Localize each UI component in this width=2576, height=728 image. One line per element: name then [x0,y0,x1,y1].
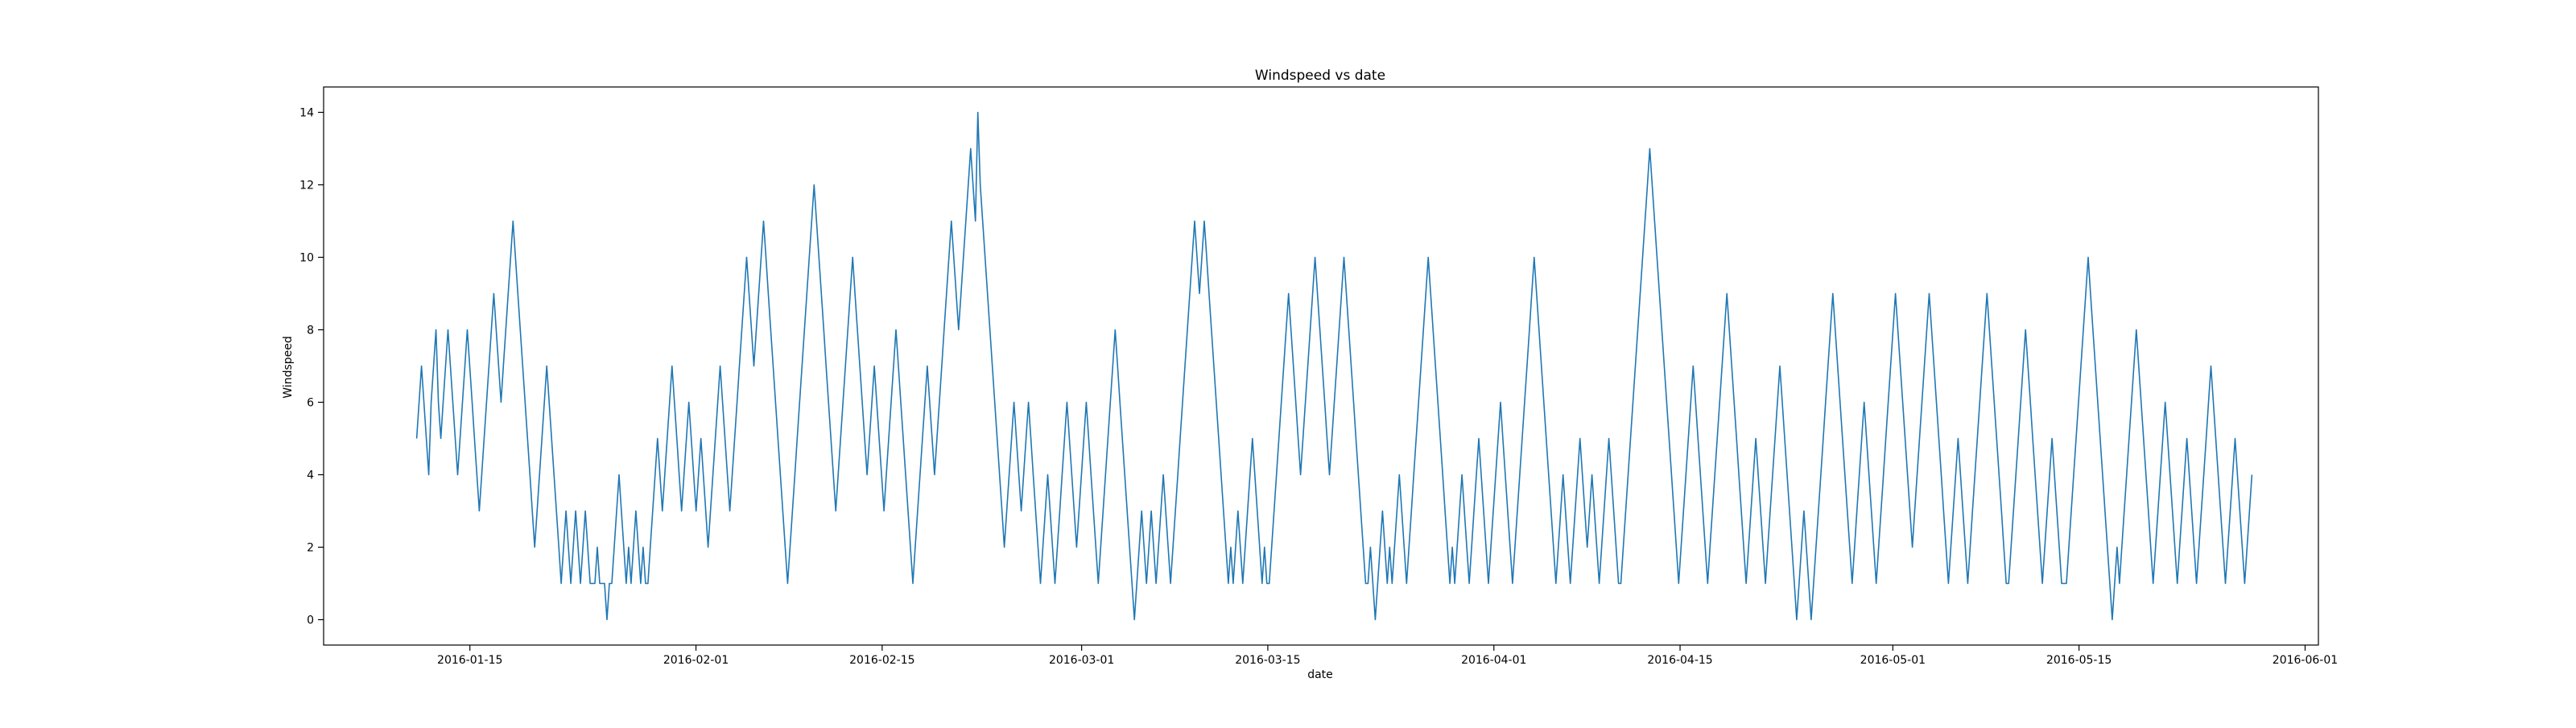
x-axis: 2016-01-15 2016-02-01 2016-02-15 2016-03-01… [437,645,2338,667]
plot-frame [323,86,2319,646]
chart-title: Windspeed vs date [1255,68,1385,84]
x-tick-label: 2016-06-01 [2273,654,2338,667]
x-tick-label: 2016-05-15 [2046,654,2112,667]
x-tick-label: 2016-04-15 [1647,654,1712,667]
windspeed-series-line [415,111,2253,621]
x-tick-label: 2016-05-01 [1860,654,1926,667]
x-tick-label: 2016-02-01 [663,654,729,667]
x-tick-label: 2016-03-15 [1235,654,1300,667]
y-tick-label: 0 [307,614,314,627]
y-axis: 0 2 4 6 8 10 12 14 [299,107,324,627]
y-tick-label: 14 [299,107,314,120]
y-tick-label: 12 [299,180,314,192]
y-tick-label: 10 [299,252,314,265]
x-axis-label: date [1307,668,1333,681]
x-tick-label: 2016-01-15 [437,654,502,667]
y-axis-label: Windspeed [282,336,295,398]
x-tick-label: 2016-03-01 [1049,654,1114,667]
plot-area [323,86,2319,646]
y-tick-label: 8 [307,325,314,337]
y-tick-label: 4 [307,469,314,482]
x-tick-label: 2016-04-01 [1461,654,1526,667]
x-tick-label: 2016-02-15 [849,654,914,667]
y-tick-label: 2 [307,542,314,555]
y-tick-label: 6 [307,397,314,410]
